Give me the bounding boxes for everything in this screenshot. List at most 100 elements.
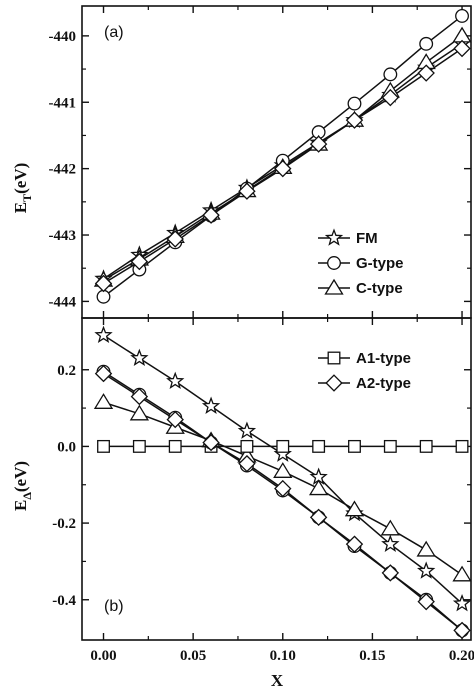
legend-triangle-symbol xyxy=(324,278,344,295)
panel-a-series xyxy=(93,9,472,304)
x-tick-label: 0.00 xyxy=(90,648,116,664)
data-point-diamond xyxy=(345,535,364,553)
legend-a2-type-label: A2-type xyxy=(356,375,411,392)
y-tick-label: -440 xyxy=(49,29,77,45)
y-tick-label: -0.4 xyxy=(52,593,76,609)
panel-a-x-ticks xyxy=(102,6,463,318)
data-point-diamond xyxy=(166,410,184,429)
data-point-star xyxy=(130,348,149,367)
panel-b-y-axis-main: E xyxy=(11,500,30,511)
data-point-square xyxy=(97,439,110,453)
data-point-star xyxy=(237,421,257,439)
x-tick-label: 0.10 xyxy=(270,648,296,664)
legend-triangle-marker xyxy=(324,278,344,295)
data-point-square xyxy=(132,439,146,453)
data-point-square xyxy=(168,439,182,453)
panel-b-label: (b) xyxy=(104,598,124,615)
data-point-star xyxy=(201,396,221,414)
legend-fm-label: FM xyxy=(356,230,378,247)
y-tick-label: -443 xyxy=(49,228,77,244)
data-point-square xyxy=(419,439,433,453)
data-point-square xyxy=(455,439,469,453)
data-point-triangle xyxy=(344,500,365,517)
data-point-square xyxy=(383,439,397,453)
data-point-diamond xyxy=(238,182,256,200)
legend-circle-marker xyxy=(327,256,341,270)
legend-circle-symbol xyxy=(327,256,341,270)
legend-item-g-type: G-type xyxy=(318,255,404,272)
legend-star-symbol xyxy=(324,228,344,246)
data-point-diamond xyxy=(453,39,471,58)
panel-b-y-ticks: -0.4 -0.2 0.0 0.2 xyxy=(52,363,471,609)
data-point-diamond xyxy=(130,387,149,406)
legend-g-type-label: G-type xyxy=(356,255,404,272)
panel-a-y-axis-unit: (eV) xyxy=(11,163,30,194)
legend-c-type-label: C-type xyxy=(356,280,403,297)
data-point-diamond xyxy=(381,88,400,107)
data-point-diamond xyxy=(309,135,328,153)
data-point-square xyxy=(276,439,290,453)
data-point-star xyxy=(166,371,185,390)
y-tick-label: -0.2 xyxy=(52,516,76,532)
panel-b-y-axis-title: EΔ(eV) xyxy=(11,461,34,511)
data-point-star xyxy=(94,325,113,344)
data-point-circle xyxy=(419,36,434,51)
y-tick-label: -444 xyxy=(49,294,77,310)
legend-item-a2-type: A2-type xyxy=(318,374,411,392)
data-point-triangle xyxy=(129,404,150,421)
data-point-square xyxy=(348,439,361,453)
series-line-diamond xyxy=(103,372,463,632)
data-point-diamond xyxy=(345,111,364,129)
data-point-star xyxy=(381,534,400,552)
data-point-diamond xyxy=(381,564,400,582)
data-point-triangle xyxy=(273,462,293,478)
legend-item-fm: FM xyxy=(318,228,378,247)
panel-b-legend: A1-type A2-type xyxy=(318,350,411,392)
legend-item-c-type: C-type xyxy=(318,278,403,297)
data-point-star xyxy=(417,561,436,579)
data-point-diamond xyxy=(202,433,220,452)
data-point-diamond xyxy=(309,508,328,527)
legend-diamond-symbol xyxy=(325,374,343,392)
panel-a-label: (a) xyxy=(104,24,124,41)
data-point-circle xyxy=(96,289,111,304)
data-point-diamond xyxy=(274,159,292,178)
panel-a-y-ticks: -444 -443 -442 -441 -440 xyxy=(49,29,471,310)
panel-b: -0.4-0.20.00.2 0.00 0.05 0.10 0.15 0.20 (b) … xyxy=(11,317,474,690)
data-point-square xyxy=(240,439,254,453)
series-line-circle xyxy=(103,371,463,631)
panel-a-y-axis-sub: T xyxy=(20,194,34,202)
data-point-diamond xyxy=(130,252,149,271)
data-point-diamond xyxy=(166,230,184,248)
x-axis-title: X xyxy=(271,671,284,690)
x-tick-label: 0.05 xyxy=(180,648,206,664)
panel-a: -444 -443 -442 -441 -440 (a) ET(eV) FM G-typ… xyxy=(11,5,472,319)
data-point-triangle xyxy=(93,393,114,409)
data-point-star xyxy=(452,593,472,612)
data-point-diamond xyxy=(238,454,256,473)
data-point-diamond xyxy=(94,274,113,293)
data-point-circle xyxy=(383,67,398,82)
data-point-circle xyxy=(347,96,362,111)
y-tick-label: -442 xyxy=(49,162,77,178)
data-point-diamond xyxy=(202,206,220,224)
y-tick-label: 0.2 xyxy=(57,363,76,379)
data-point-diamond xyxy=(417,592,435,611)
data-point-square xyxy=(312,439,326,453)
legend-square-marker xyxy=(327,351,341,365)
data-point-triangle xyxy=(452,565,472,582)
panel-b-series xyxy=(93,325,472,640)
legend-a1-type-label: A1-type xyxy=(356,350,411,367)
panel-a-legend: FM G-type C-type xyxy=(318,228,404,297)
panel-a-y-axis-title: ET(eV) xyxy=(11,163,34,214)
data-point-diamond xyxy=(274,479,292,498)
data-point-circle xyxy=(455,9,469,23)
data-point-diamond xyxy=(94,364,113,383)
x-tick-label: 0.15 xyxy=(359,648,385,664)
panel-b-y-axis-sub: Δ xyxy=(20,492,34,500)
legend-item-a1-type: A1-type xyxy=(318,350,411,367)
legend-diamond-marker xyxy=(325,374,343,392)
panel-b-frame xyxy=(81,317,472,641)
x-tick-label: 0.20 xyxy=(449,648,474,664)
